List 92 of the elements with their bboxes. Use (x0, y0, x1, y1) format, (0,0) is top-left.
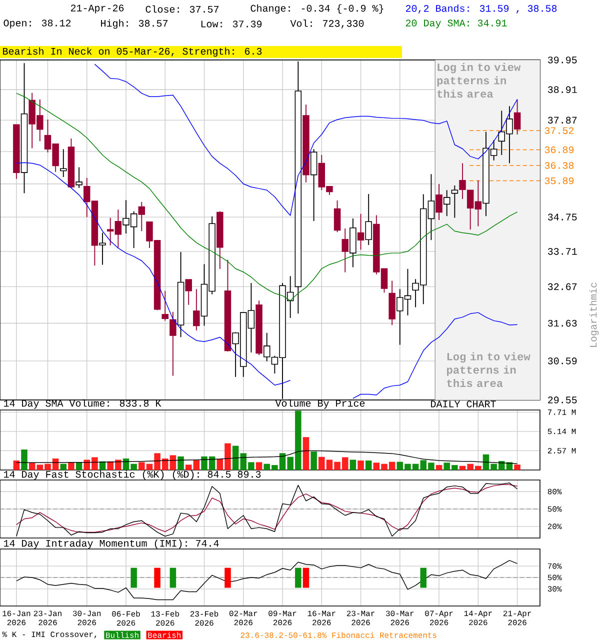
candlestick (170, 311, 176, 376)
y-tick-label: 20% (548, 524, 562, 530)
y-tick-label: 32.67 (548, 283, 577, 290)
bar (185, 464, 192, 470)
bar (514, 464, 520, 470)
bar (232, 446, 239, 470)
x-tick-label: 23-Feb 2026 (190, 610, 218, 626)
band-label: Log in to view patterns in this area (437, 62, 521, 98)
bar (302, 437, 310, 470)
candlestick (365, 193, 372, 246)
candlestick (357, 213, 364, 250)
bar (21, 450, 28, 470)
text: Change: -0.34 {-0.9 %} (250, 4, 384, 14)
x-tick-label: 16-Mar 2026 (308, 610, 336, 626)
y-tick-label: 2.57 M (548, 448, 576, 454)
ref-line-label: 37.52 (544, 127, 574, 134)
candlestick (514, 99, 521, 135)
x-tick-label: 21-Apr 2026 (503, 610, 531, 626)
bar (76, 462, 82, 470)
bar (256, 462, 262, 470)
y-tick-label: 70% (548, 563, 562, 569)
bar (310, 452, 317, 470)
text: Close: 37.57 (146, 5, 218, 13)
x-tick-label: 30-Mar 2026 (386, 610, 414, 626)
ref-line-label: 36.38 (544, 162, 574, 169)
x-tick-label: 23-Jan 2026 (34, 610, 62, 626)
ref-line-label: 36.89 (544, 146, 574, 154)
bar (13, 460, 20, 470)
y-tick-label: 37.87 (548, 116, 577, 124)
x-tick-label: 07-Apr 2026 (425, 610, 453, 626)
bar (60, 464, 67, 470)
x-tick-label: 02-Mar 2026 (229, 610, 258, 626)
candlestick (60, 148, 67, 178)
text: Bullish (106, 632, 138, 638)
candlestick (436, 183, 442, 220)
candlestick (342, 228, 348, 273)
text: 21-Apr-26 (70, 4, 124, 14)
annotation: Volume By Price (275, 399, 365, 409)
x-tick-label: 16-Jan 2026 (2, 610, 30, 626)
text: 20 Day SMA: 34.91 (406, 20, 507, 28)
candlestick (99, 232, 106, 266)
y-axis-title: Logarithmic (589, 282, 599, 347)
y-tick-label: 33.71 (548, 248, 577, 255)
candlestick (162, 290, 168, 322)
y-tick-label: 7.71 M (548, 410, 576, 415)
candlestick (138, 202, 146, 232)
candlestick (310, 148, 318, 222)
y-tick-label: 39.95 (548, 56, 577, 64)
bar (350, 460, 356, 470)
y-tick-label: 34.75 (548, 214, 577, 220)
y-tick-label: 31.63 (548, 320, 577, 327)
text: 14 Day SMA Volume: 833.8 K (4, 399, 162, 409)
text: 23.6-38.2-50-61.8% Fibonacci Retracements (240, 632, 436, 638)
legend-title: % K - IMI Crossover, (2, 632, 96, 638)
annotation: Log in to view patterns in this area (447, 352, 530, 388)
y-tick-label: 30% (548, 586, 562, 592)
text: Bearish (148, 632, 181, 638)
bar (28, 462, 36, 470)
x-tick-label: 14-Apr 2026 (464, 610, 492, 626)
candlestick (76, 166, 82, 188)
x-tick-label: 13-Feb 2026 (151, 610, 179, 626)
candlestick (443, 190, 450, 217)
text: 20,2 Bands: 31.59 , 38.58 (406, 4, 557, 14)
text: Open: 38.12 (4, 20, 71, 28)
text: Low: 37.39 (201, 20, 262, 28)
candlestick (185, 279, 192, 306)
candlestick (334, 200, 341, 233)
bar (178, 456, 184, 470)
y-tick-label: 30.59 (548, 358, 577, 364)
x-tick-label: 09-Mar 2026 (268, 610, 296, 626)
x-tick-label: 06-Feb 2026 (112, 610, 140, 626)
ref-line-label: 35.89 (544, 177, 574, 184)
y-tick-label: 38.91 (548, 86, 577, 94)
text: Vol: 723,330 (290, 20, 364, 29)
x-tick-label: 23-Mar 2026 (346, 610, 374, 626)
y-tick-label: 80% (548, 488, 562, 494)
y-tick-label: 5.14 M (548, 428, 576, 434)
bar (436, 465, 442, 470)
bar (358, 460, 364, 470)
text: Bearish In Neck on 05-Mar-26, Strength: 6.3 (3, 47, 262, 57)
y-tick-label: 50% (548, 574, 562, 580)
candlestick (451, 184, 458, 218)
chart-title: 14 Day Fast Stochastic (%K) (%D): 84.5 89.3 (4, 470, 261, 480)
bar (365, 460, 372, 470)
y-tick-label: 29.55 (548, 396, 577, 404)
text: DAILY CHART (431, 400, 496, 408)
chart-title: 14 Day Intraday Momentum (IMI): 74.4 (4, 539, 219, 549)
x-tick-label: 30-Jan 2026 (72, 610, 101, 626)
bar (193, 460, 200, 470)
y-tick-label: 50% (548, 506, 562, 512)
candlestick (193, 288, 200, 331)
text: High: 38.57 (101, 19, 168, 29)
